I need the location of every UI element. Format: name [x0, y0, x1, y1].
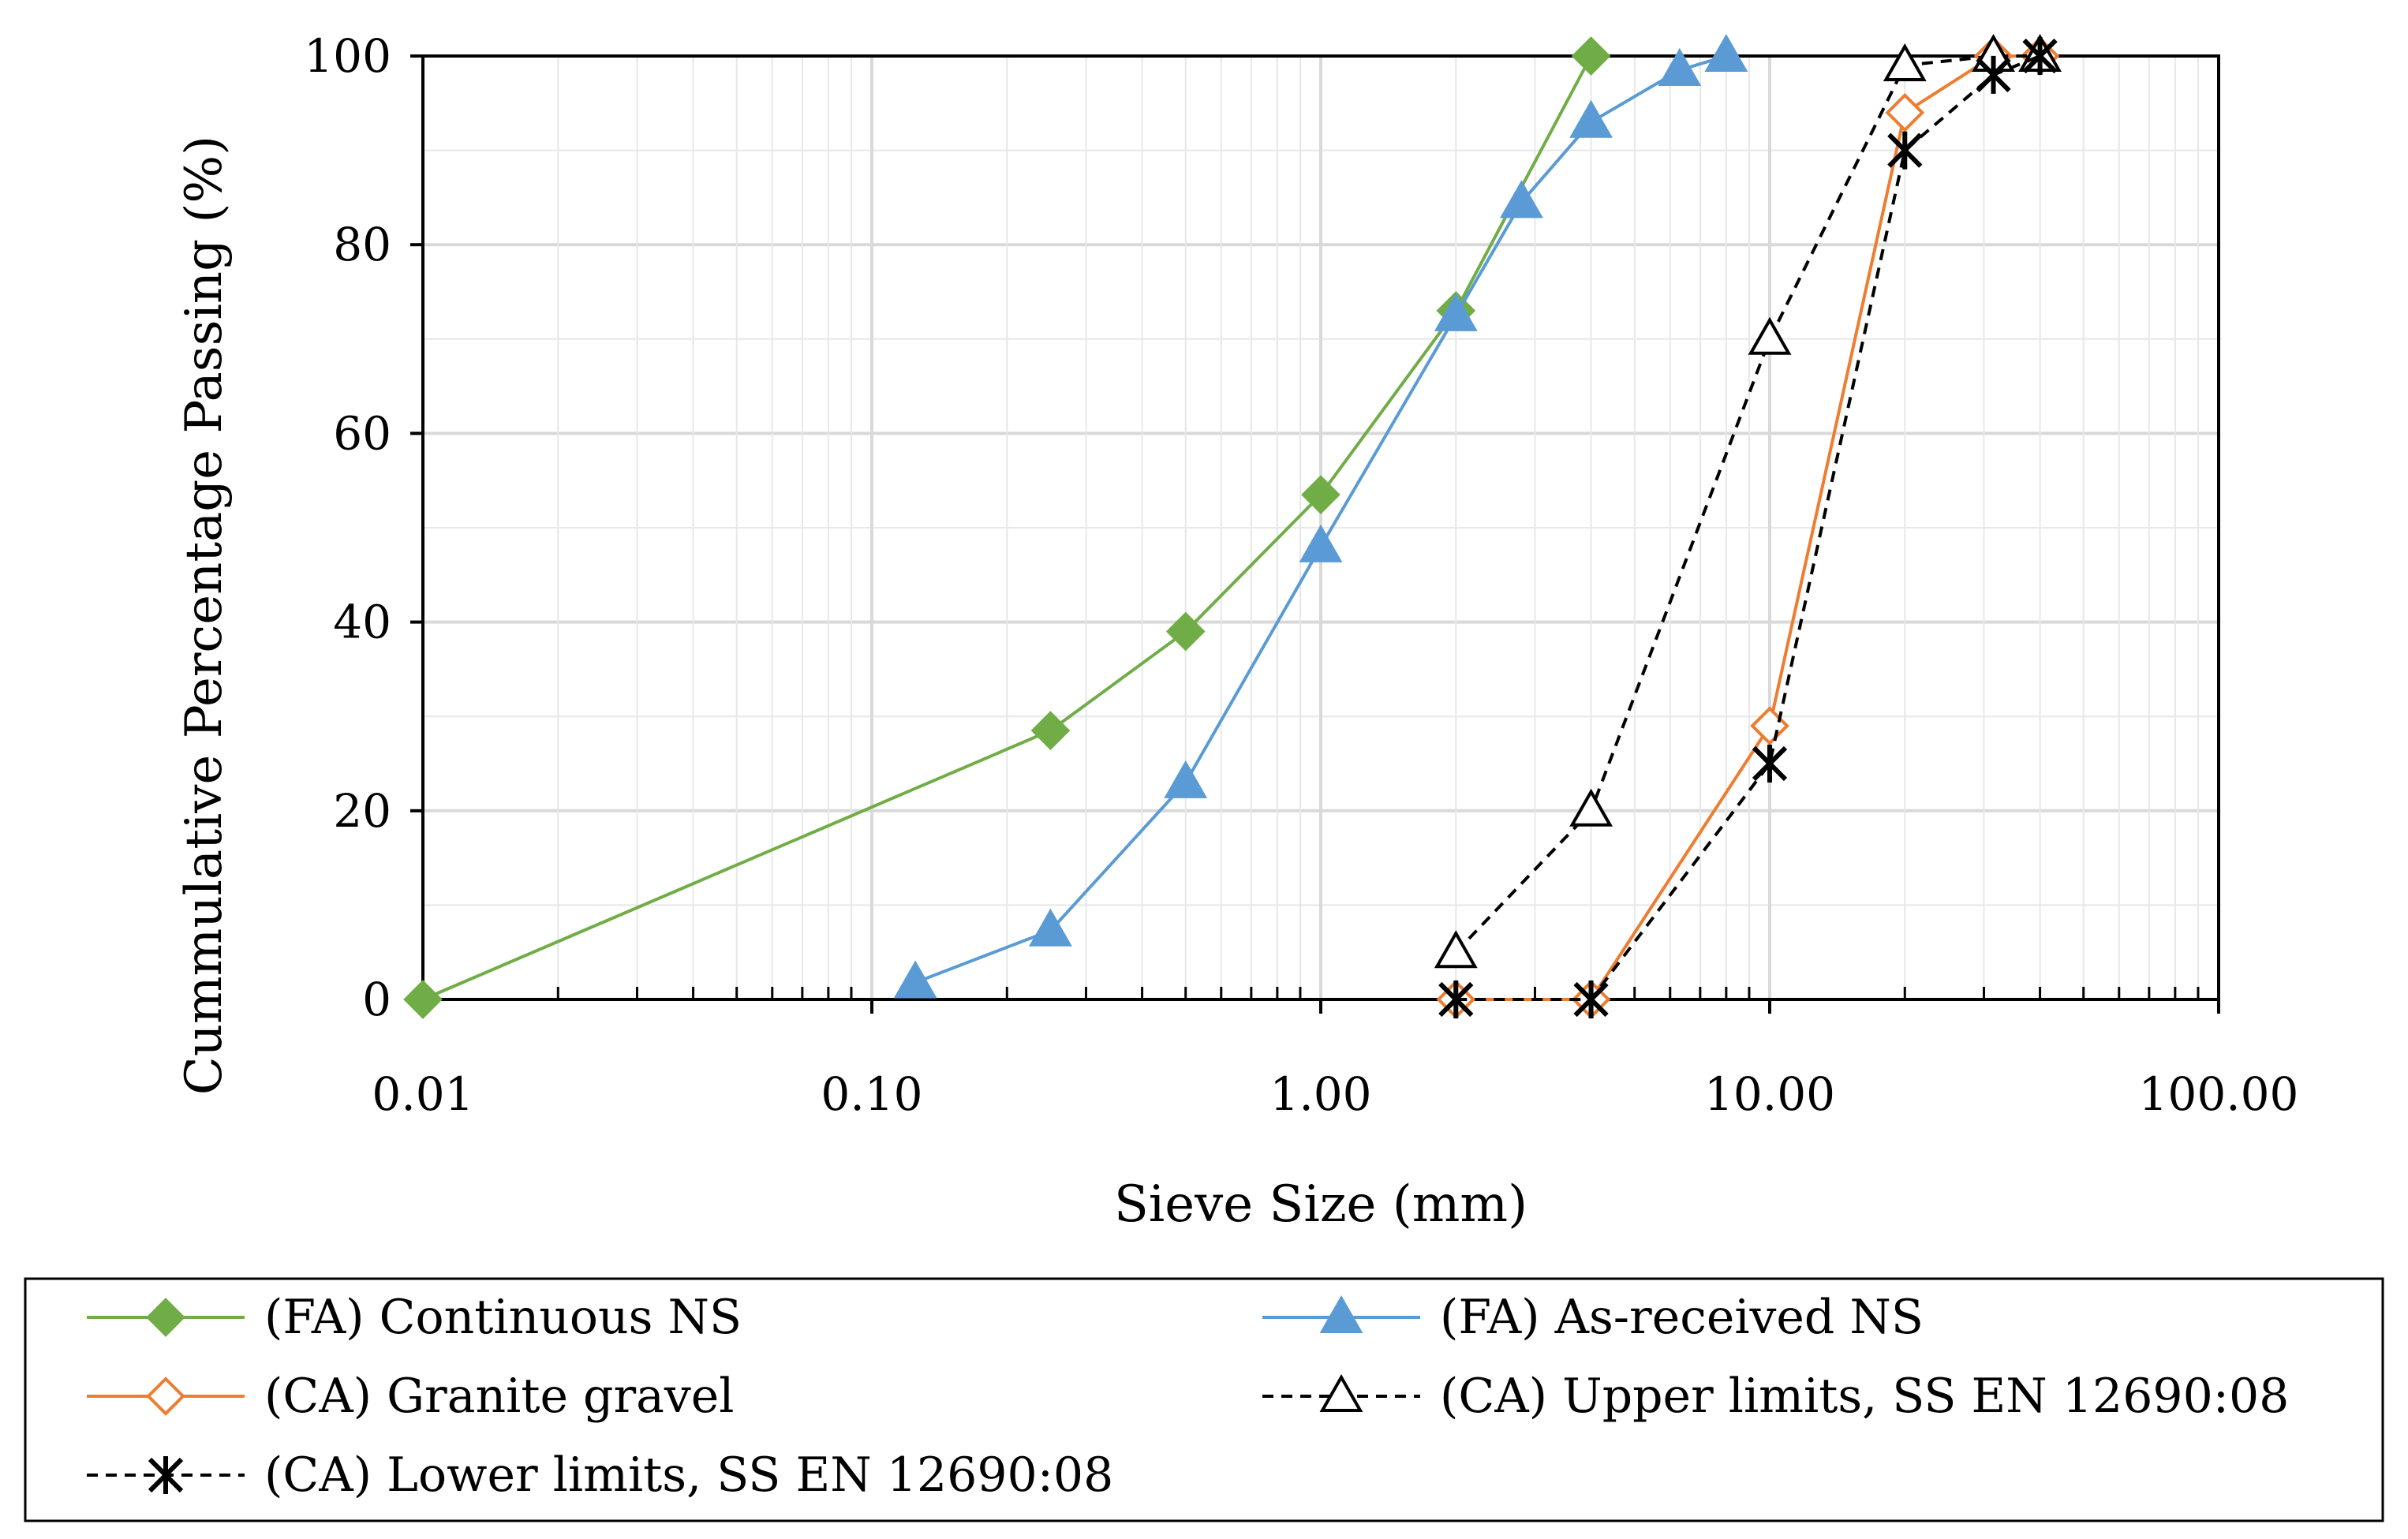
legend-item: (CA) Upper limits, SS EN 12690:08 — [1262, 1369, 2289, 1424]
data-point — [1573, 981, 1609, 1018]
data-point — [1165, 611, 1206, 652]
series-5 — [1438, 37, 2058, 1018]
legend: (FA) Continuous NS (FA) As-received NS (CA… — [24, 1277, 2384, 1522]
legend-label: (FA) Continuous NS — [264, 1290, 742, 1345]
legend-marker — [1319, 1294, 1363, 1333]
legend-marker — [148, 1456, 184, 1494]
data-point — [1434, 293, 1478, 331]
legend-marker — [1319, 1373, 1363, 1412]
data-point — [1976, 55, 2011, 94]
legend-item: (CA) Lower limits, SS EN 12690:08 — [87, 1447, 1113, 1503]
y-tick-label: 80 — [333, 218, 391, 271]
y-axis-title: Cummulative Percentage Passing (%) — [175, 136, 234, 1095]
y-tick-label: 60 — [333, 406, 391, 460]
legend-label: (CA) Granite gravel — [264, 1369, 735, 1424]
x-tick-label: 0.10 — [821, 1067, 922, 1121]
x-tick-label: 10.00 — [1704, 1067, 1835, 1121]
legend-label: (FA) As-received NS — [1440, 1290, 1924, 1345]
data-point — [1883, 43, 1927, 81]
data-point — [2022, 37, 2058, 75]
data-point — [1028, 908, 1072, 947]
x-tick-label: 100.00 — [2139, 1067, 2299, 1121]
data-point — [1030, 711, 1071, 750]
y-tick-label: 0 — [362, 973, 391, 1026]
legend-item: (FA) Continuous NS — [87, 1290, 742, 1345]
series-4 — [1434, 33, 2062, 969]
data-point — [1887, 131, 1923, 170]
y-axis-tick-labels: 0 20 40 60 80 100 — [304, 29, 391, 1026]
data-point — [893, 960, 937, 999]
series-line — [1456, 54, 2041, 1001]
series-1 — [403, 36, 1611, 1019]
x-tick-label: 0.01 — [372, 1067, 473, 1121]
legend-marker — [146, 1377, 185, 1416]
data-point — [1299, 524, 1343, 562]
data-series — [403, 33, 2062, 1019]
data-point — [1164, 760, 1208, 798]
data-point — [1885, 92, 1925, 133]
legend-label: (CA) Upper limits, SS EN 12690:08 — [1440, 1369, 2289, 1424]
data-point — [403, 980, 443, 1019]
data-point — [1301, 475, 1340, 514]
x-axis-title: Sieve Size (mm) — [1114, 1175, 1527, 1234]
data-point — [1704, 33, 1748, 72]
legend-item: (FA) As-received NS — [1262, 1290, 1924, 1345]
data-point — [1438, 981, 1474, 1018]
y-tick-label: 40 — [333, 596, 391, 649]
data-point — [1569, 788, 1613, 827]
series-line — [422, 55, 1593, 1001]
x-axis-tick-labels: 0.01 0.10 1.00 10.00 100.00 — [372, 1067, 2298, 1121]
data-point — [1434, 930, 1478, 969]
legend-label: (CA) Lower limits, SS EN 12690:08 — [264, 1447, 1113, 1503]
series-2 — [893, 33, 1748, 999]
legend-item: (CA) Granite gravel — [87, 1369, 735, 1424]
data-point — [1748, 316, 1792, 355]
data-point — [1752, 745, 1788, 783]
legend-frame — [24, 1277, 2384, 1522]
y-tick-label: 20 — [333, 784, 391, 838]
x-tick-label: 1.00 — [1269, 1067, 1371, 1121]
data-point — [1658, 47, 1702, 86]
legend-marker — [146, 1298, 185, 1337]
data-point — [1569, 99, 1613, 138]
gridlines — [423, 54, 2219, 1001]
data-point — [1571, 36, 1611, 76]
y-tick-label: 100 — [304, 29, 391, 83]
legend-items: (FA) Continuous NS (FA) As-received NS (CA… — [87, 1290, 2289, 1503]
data-point — [1499, 180, 1543, 219]
